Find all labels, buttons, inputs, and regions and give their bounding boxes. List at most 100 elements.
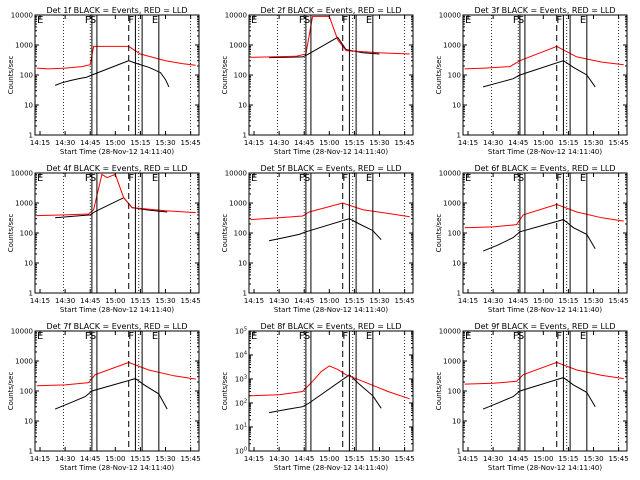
x-tick-label: 15:45 [181, 297, 201, 305]
x-tick-label: 15:00 [319, 139, 339, 147]
plot-frame [248, 172, 414, 294]
y-axis-label: Counts/sec [221, 56, 229, 95]
event-marker: E [465, 173, 471, 184]
event-marker: S [518, 15, 524, 26]
y-tick-label: 105 [235, 327, 247, 336]
panel-title: Det 8f BLACK = Events, RED = LLD [260, 322, 401, 331]
x-axis-label: Start Time (28-Nov-12 14:11:40) [488, 148, 602, 156]
y-tick-label: 1000 [229, 42, 247, 50]
x-tick-label: 15:00 [319, 297, 339, 305]
event-marker: F [85, 173, 91, 184]
y-axis-label: Counts/sec [435, 56, 443, 95]
y-tick-label: 100 [20, 388, 33, 396]
y-tick-label: 1000 [15, 42, 33, 50]
y-tick-label: 10 [238, 260, 247, 268]
event-marker: F [299, 173, 305, 184]
x-tick-label: 15:30 [369, 139, 389, 147]
x-tick-label: 15:15 [130, 455, 150, 463]
x-tick-label: 14:15 [458, 455, 478, 463]
series-lld [250, 15, 410, 58]
event-marker: E [251, 173, 257, 184]
y-tick-label: 1 [243, 132, 247, 140]
plot-frame [462, 14, 628, 136]
series-events [482, 377, 596, 410]
x-tick-label: 15:00 [533, 455, 553, 463]
x-tick-label: 14:30 [483, 139, 503, 147]
x-tick-label: 15:15 [344, 455, 364, 463]
x-tick-label: 14:30 [269, 139, 289, 147]
series-events [269, 36, 380, 59]
event-marker: S [518, 173, 524, 184]
panel-title: Det 1f BLACK = Events, RED = LLD [46, 6, 187, 15]
panel-title: Det 9f BLACK = Events, RED = LLD [474, 322, 615, 331]
y-tick-label: 104 [235, 351, 247, 360]
y-tick-label: 1 [29, 132, 33, 140]
y-axis-label: Counts/sec [221, 214, 229, 253]
event-marker: E [152, 15, 158, 26]
event-marker: F [128, 173, 134, 184]
x-tick-label: 14:15 [244, 455, 264, 463]
y-tick-label: 10 [452, 418, 461, 426]
y-tick-label: 10 [452, 260, 461, 268]
plot-frame [34, 172, 200, 294]
y-tick-label: 100 [448, 388, 461, 396]
x-tick-label: 15:00 [319, 455, 339, 463]
event-marker: E [580, 15, 586, 26]
y-tick-label: 101 [235, 423, 247, 432]
x-tick-label: 15:00 [105, 455, 125, 463]
x-tick-label: 14:45 [294, 297, 314, 305]
event-marker: F [556, 15, 562, 26]
event-marker: S [304, 331, 310, 342]
event-marker: E [366, 15, 372, 26]
x-tick-label: 14:45 [294, 139, 314, 147]
x-tick-label: 15:45 [395, 297, 415, 305]
y-axis-label: Counts/sec [221, 372, 229, 411]
event-marker: F [128, 331, 134, 342]
x-tick-label: 14:45 [294, 455, 314, 463]
y-axis-label: Counts/sec [7, 56, 15, 95]
event-marker: S [304, 15, 310, 26]
y-tick-label: 1 [29, 290, 33, 298]
event-marker: S [90, 15, 96, 26]
x-tick-label: 14:15 [30, 455, 50, 463]
event-marker: E [37, 331, 43, 342]
panel-title: Det 2f BLACK = Events, RED = LLD [260, 6, 401, 15]
x-tick-label: 15:00 [533, 297, 553, 305]
series-events [269, 374, 382, 414]
series-events [482, 219, 596, 252]
x-tick-label: 14:45 [508, 297, 528, 305]
x-tick-label: 15:00 [533, 139, 553, 147]
x-tick-label: 15:15 [344, 297, 364, 305]
series-events [54, 378, 168, 410]
x-tick-label: 15:30 [583, 297, 603, 305]
x-tick-label: 15:30 [155, 297, 175, 305]
x-tick-label: 14:15 [244, 139, 264, 147]
event-marker: F [513, 15, 519, 26]
x-tick-label: 15:15 [558, 139, 578, 147]
x-tick-label: 15:15 [130, 297, 150, 305]
y-tick-label: 100 [448, 230, 461, 238]
event-marker: F [299, 331, 305, 342]
x-tick-label: 15:45 [609, 455, 629, 463]
series-events [55, 197, 168, 219]
x-tick-label: 14:45 [80, 297, 100, 305]
y-axis-label: Counts/sec [7, 372, 15, 411]
x-axis-label: Start Time (28-Nov-12 14:11:40) [488, 464, 602, 472]
x-tick-label: 15:00 [105, 297, 125, 305]
series-lld [464, 361, 624, 385]
y-tick-label: 10 [452, 102, 461, 110]
event-marker: S [90, 173, 96, 184]
series-lld [36, 45, 196, 70]
event-marker: E [580, 173, 586, 184]
y-tick-label: 10000 [439, 12, 461, 20]
x-tick-label: 15:45 [395, 455, 415, 463]
event-marker: E [366, 331, 372, 342]
event-marker: F [299, 15, 305, 26]
series-lld [36, 361, 196, 387]
y-tick-label: 10000 [439, 328, 461, 336]
y-tick-label: 100 [235, 447, 247, 456]
y-tick-label: 1000 [443, 42, 461, 50]
series-lld [464, 203, 624, 229]
